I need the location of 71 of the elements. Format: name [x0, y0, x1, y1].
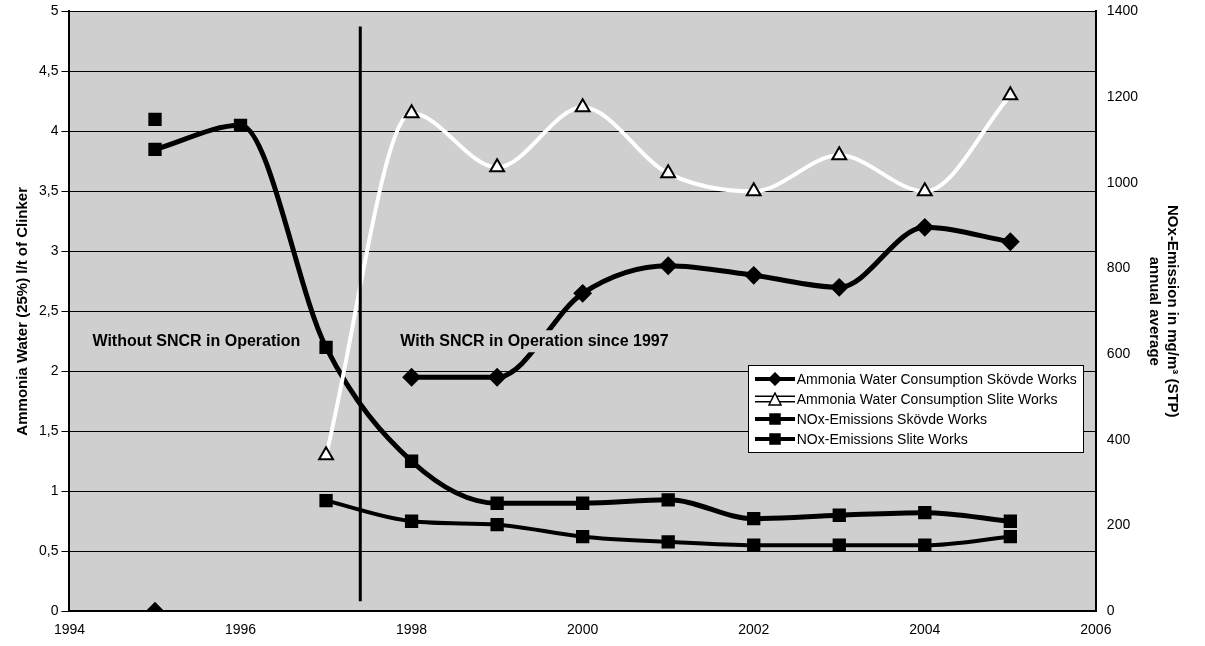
point: [1003, 514, 1017, 528]
point: [659, 256, 678, 275]
point: [661, 493, 675, 507]
point: [661, 535, 675, 549]
point: [916, 182, 933, 197]
point: [574, 98, 591, 113]
point: [744, 266, 763, 285]
point: [490, 496, 504, 510]
y2-axis-title: NOx-Emission in mg/m³ (STP) annual average: [1146, 205, 1182, 418]
point: [490, 518, 504, 532]
point: [747, 538, 761, 552]
point: [404, 514, 419, 528]
y-tick-label: 2,5: [38, 302, 59, 319]
point: [745, 182, 762, 197]
y2-tick-label: 1000: [1106, 173, 1139, 190]
x-tick-label: 2000: [567, 621, 599, 638]
x-tick-label: 1998: [396, 621, 428, 638]
y-tick-label: 1: [50, 482, 59, 499]
point: [148, 142, 162, 157]
y-tick-label: 5: [50, 2, 59, 19]
y-tick-label: 0,5: [38, 542, 59, 559]
point: [319, 340, 333, 354]
point: [918, 506, 932, 520]
point: [660, 164, 677, 179]
y2-tick-label: 600: [1106, 345, 1131, 361]
y-tick-label: 3,5: [38, 182, 59, 199]
point: [573, 284, 592, 303]
y-tick-label: 4: [50, 122, 59, 139]
point: [915, 218, 934, 237]
point: [148, 112, 162, 127]
x-tick-label: 1996: [224, 621, 257, 638]
point: [1002, 86, 1019, 101]
y-tick-label: 1,5: [38, 422, 59, 439]
point: [576, 496, 590, 510]
y2-tick-label: 0: [1106, 602, 1115, 619]
point: [830, 278, 849, 297]
y-tick-label: 3: [50, 242, 59, 259]
y-tick-label: 0: [50, 602, 59, 619]
point: [488, 368, 507, 387]
y2-tick-label: 400: [1106, 430, 1131, 447]
point: [747, 512, 761, 526]
legend-label: Ammonia Water Consumption Slite Works: [796, 391, 1058, 408]
annotation: With SNCR in Operation since 1997: [400, 331, 669, 349]
point: [403, 104, 420, 119]
point: [233, 118, 248, 133]
legend-label: Ammonia Water Consumption Skövde Works: [796, 371, 1077, 388]
point: [404, 454, 419, 468]
point: [1001, 232, 1020, 251]
y-tick-label: 4,5: [38, 62, 59, 79]
y-tick-label: 2: [50, 362, 59, 379]
point: [831, 146, 848, 161]
y2-tick-label: 800: [1106, 259, 1131, 276]
x-tick-label: 2006: [1080, 621, 1112, 638]
x-tick-label: 1994: [53, 621, 86, 638]
point: [832, 508, 846, 522]
point: [918, 538, 932, 552]
point: [319, 494, 333, 508]
y2-tick-label: 1400: [1106, 2, 1139, 19]
y2-tick-label: 200: [1106, 516, 1131, 533]
x-tick-label: 2004: [909, 621, 941, 638]
point: [489, 158, 506, 173]
point: [402, 368, 421, 387]
y-axis-title: Ammonia Water (25%) l/t of Clinker: [13, 186, 31, 436]
legend-label: NOx-Emissions Slite Works: [796, 431, 968, 448]
y2-tick-label: 1200: [1106, 87, 1139, 104]
x-tick-label: 2002: [738, 621, 770, 638]
annotation: Without SNCR in Operation: [92, 331, 301, 349]
legend-label: NOx-Emissions Skövde Works: [796, 411, 988, 428]
point: [832, 538, 846, 552]
point: [1003, 530, 1017, 544]
point: [576, 530, 590, 544]
